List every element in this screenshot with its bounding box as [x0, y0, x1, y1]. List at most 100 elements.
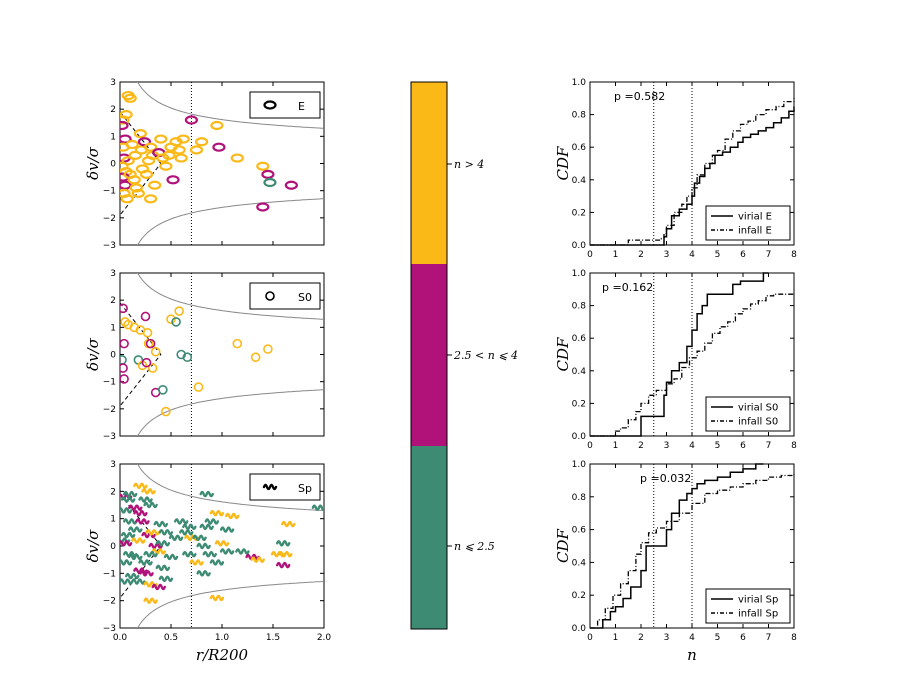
- data-point: [256, 202, 270, 212]
- cdf-E-xtick: 7: [766, 250, 772, 260]
- data-point: [147, 363, 158, 373]
- data-point: [163, 553, 179, 561]
- data-point: [210, 120, 224, 131]
- data-point: [168, 534, 184, 541]
- data-point: [193, 382, 204, 392]
- phase-space-E: −3 −2 −1 0 1 2 3 Eδv/σ: [84, 78, 325, 251]
- legend-label: infall S0: [738, 417, 778, 428]
- data-point: [143, 551, 158, 558]
- data-point: [120, 374, 129, 384]
- data-point: [159, 161, 173, 171]
- data-point: [133, 355, 144, 365]
- cdf-E-ytick: 0.2: [572, 208, 586, 218]
- data-point: [154, 134, 168, 144]
- phase-space-Sp-ytick: 1: [110, 515, 116, 525]
- phase-space-Sp-ytick: 3: [110, 460, 116, 470]
- data-point: [209, 559, 225, 566]
- data-point: [166, 175, 180, 185]
- phase-space-S0-ytick: 3: [110, 269, 116, 279]
- caustic-lower: [136, 389, 324, 436]
- data-point: [219, 526, 235, 533]
- data-point: [148, 542, 163, 550]
- cdf-S0-xtick: 8: [791, 441, 797, 451]
- cdf-Sp-ytick: 0.2: [572, 591, 586, 601]
- cdf-S0-xtick: 6: [740, 441, 746, 451]
- data-point: [135, 518, 150, 525]
- legend-marker: [263, 100, 277, 110]
- cdf-line-virial-E: [590, 106, 795, 246]
- data-point: [172, 145, 186, 155]
- data-point: [138, 496, 153, 503]
- cdf-line-infall-E: [590, 98, 795, 246]
- data-point: [120, 180, 132, 190]
- scatter-ylabel: δv/σ: [84, 337, 102, 371]
- phase-space-S0-legend: [249, 282, 321, 310]
- data-point: [225, 512, 240, 520]
- caustic-lower: [136, 198, 324, 245]
- data-point: [184, 115, 198, 125]
- cdf-Sp-ytick: 0.8: [572, 493, 587, 503]
- cdf-Sp-ytick: 0.4: [572, 558, 587, 568]
- phase-space-E-ytick: 1: [110, 132, 116, 142]
- cdf-E-xtick: 8: [791, 250, 797, 260]
- cdf-Sp-xtick: 5: [715, 633, 721, 643]
- cdf-E-xtick: 4: [689, 250, 695, 260]
- data-point: [171, 317, 181, 327]
- scatter-xlabel: r/R200: [196, 646, 249, 664]
- data-point: [161, 406, 171, 417]
- data-point: [142, 327, 153, 338]
- data-point: [137, 137, 152, 147]
- data-point: [120, 120, 129, 131]
- data-point: [139, 169, 154, 179]
- caustic-upper: [136, 273, 324, 320]
- data-point: [174, 306, 184, 316]
- caustic-upper: [136, 464, 324, 512]
- cdf-line-infall-S0: [590, 293, 794, 437]
- data-point: [199, 523, 214, 531]
- data-point: [151, 583, 166, 591]
- colorbar: n > 4 2.5 < n ⩽ 4 n ⩽ 2.5: [410, 81, 518, 630]
- data-point: [120, 303, 128, 314]
- cdf-E-xtick: 3: [664, 250, 670, 260]
- cdf-Sp-ytick: 1.0: [572, 460, 587, 470]
- data-point: [151, 548, 166, 555]
- phase-space-E-ytick: −2: [103, 214, 116, 224]
- phase-space-S0-ytick: −3: [103, 432, 116, 442]
- data-point: [158, 385, 168, 395]
- data-point: [250, 352, 261, 363]
- data-point: [212, 142, 226, 152]
- phase-space-E-ytick: 2: [110, 105, 116, 115]
- cdf-Sp-xtick: 6: [740, 633, 746, 643]
- cdf-Sp-xtick: 0: [587, 633, 593, 643]
- data-point: [155, 540, 171, 547]
- data-point: [158, 529, 174, 536]
- data-point: [141, 488, 156, 495]
- data-point: [284, 180, 298, 190]
- cdf-Sp-xtick: 8: [791, 633, 797, 643]
- data-point: [123, 93, 137, 103]
- phase-space-E-legend: [249, 91, 321, 119]
- data-point: [281, 520, 296, 528]
- data-point: [131, 188, 145, 198]
- cdf-xlabel: n: [687, 646, 697, 664]
- data-point: [184, 534, 199, 541]
- p-value: p =0.032: [640, 472, 691, 485]
- caustic-upper: [136, 82, 324, 129]
- data-point: [143, 501, 158, 509]
- scatter-ylabel: δv/σ: [84, 146, 102, 180]
- data-point: [125, 572, 140, 580]
- data-point: [179, 529, 194, 536]
- cdf-E: 0 1 2 3 4 5 6 7 8 0.0 0.2 0.4 0.6 0.8 1.0 p =0.582 viria…: [554, 78, 797, 260]
- cdf-E-xtick: 1: [613, 250, 619, 260]
- data-point: [144, 142, 158, 152]
- phase-space-Sp-ytick: −2: [103, 597, 116, 607]
- cdf-line-virial-Sp: [590, 463, 764, 629]
- data-point: [278, 551, 293, 558]
- data-point: [199, 490, 214, 498]
- phase-space-S0-ytick: 1: [110, 323, 116, 333]
- data-point: [263, 177, 277, 188]
- phase-space-S0-ytick: −1: [103, 378, 116, 388]
- data-point: [120, 355, 127, 365]
- cdf-Sp-xtick: 3: [664, 633, 670, 643]
- legend-marker: [265, 291, 275, 301]
